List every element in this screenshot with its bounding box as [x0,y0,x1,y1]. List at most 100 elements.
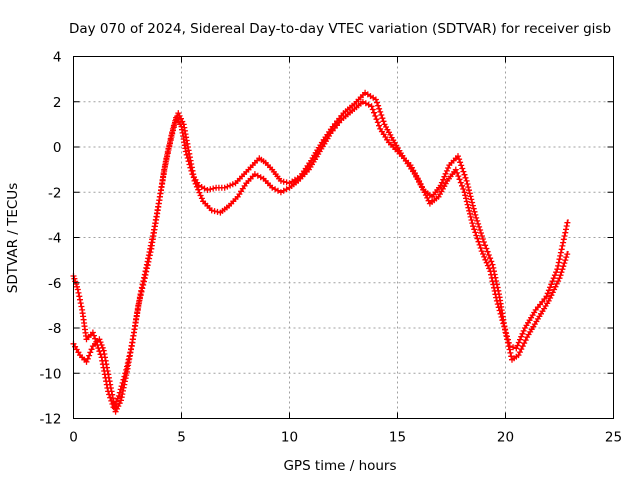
data-point [204,187,211,193]
data-point [369,106,376,113]
data-point [373,116,380,123]
data-point [547,295,554,301]
data-point [420,186,427,193]
data-point [417,180,424,187]
data-point [114,405,120,412]
data-point [514,342,521,349]
data-point [463,177,470,184]
data-point [98,342,105,348]
data-point [487,268,494,275]
data-point [497,310,504,317]
data-point [440,176,447,183]
data-point [283,179,290,186]
axis-ticks [73,56,614,419]
data-point [464,181,471,187]
data-point [211,208,218,215]
data-point [510,344,517,351]
data-point [168,132,175,139]
data-point [515,339,522,346]
data-point [104,368,111,374]
y-axis-label: SDTVAR / TECUs [5,183,21,293]
data-point [472,229,479,236]
data-point [499,317,506,324]
data-point [76,293,83,300]
data-point [473,214,480,221]
data-point [422,192,429,199]
data-point [224,183,231,190]
data-point [506,343,513,350]
data-point [377,108,384,115]
data-point [490,281,497,288]
data-point [464,201,471,208]
data-point [75,289,82,296]
data-point [547,284,554,291]
data-point [487,255,494,262]
data-point [467,193,474,200]
data-point [442,170,449,177]
y-tick-label: -2 [48,185,61,201]
data-point [371,109,377,116]
data-point [557,272,564,279]
data-point [520,327,527,334]
data-point [185,147,192,154]
data-point [482,242,489,249]
data-point [481,253,488,260]
data-point [545,287,552,294]
data-point [543,293,550,300]
data-point [550,275,557,282]
data-point [548,281,555,288]
data-point [560,236,567,243]
data-point [469,220,476,227]
data-point [556,275,563,282]
data-point [164,152,171,158]
data-point [503,330,510,337]
data-point [139,281,146,288]
data-point [375,102,382,109]
data-point [109,391,116,398]
data-point [182,148,189,155]
data-point [140,278,147,284]
data-point [170,122,177,129]
data-point [438,179,445,186]
chart-title: Day 070 of 2024, Sidereal Day-to-day VTE… [69,21,611,37]
data-point [457,159,464,166]
data-point [563,254,570,261]
data-point [83,358,90,365]
data-point [441,173,448,180]
data-point [475,238,482,245]
data-point [197,192,204,199]
data-point [425,197,432,204]
data-point [214,208,221,215]
data-point [483,259,490,266]
data-point [145,255,152,262]
data-point [169,125,176,132]
data-point [465,204,472,211]
data-point [84,355,91,362]
data-point [518,333,525,340]
data-point [372,96,379,103]
data-point [495,304,502,311]
data-point [466,187,472,194]
data-point [489,261,496,268]
data-point [178,115,184,122]
data-point [519,330,526,337]
data-point [557,252,564,259]
data-point [379,115,386,122]
data-point [460,186,467,192]
data-point [97,339,104,346]
data-point [71,275,78,282]
data-point [116,400,123,407]
data-point [138,284,145,291]
data-point [460,168,467,175]
data-point [105,374,112,381]
data-point [280,178,287,185]
data-point [478,230,484,236]
data-point [146,249,153,255]
data-point [474,217,481,224]
data-point [77,296,83,303]
x-tick-label: 25 [605,430,622,446]
data-point [376,105,383,112]
data-point [147,242,154,249]
data-point [196,189,203,196]
data-point [173,116,180,123]
